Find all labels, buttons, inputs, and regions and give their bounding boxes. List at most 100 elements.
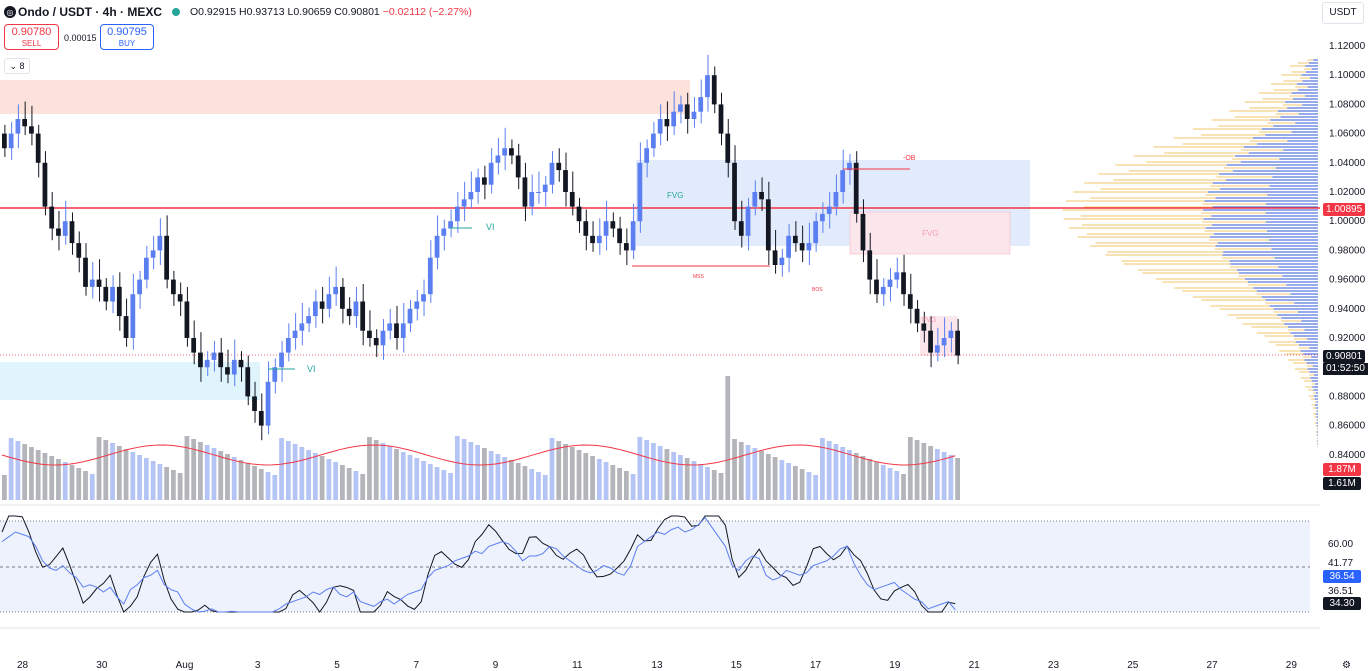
candle-body xyxy=(326,294,332,309)
candle-body xyxy=(285,338,291,353)
candle-body xyxy=(184,301,190,338)
candle-body xyxy=(596,235,602,244)
candle-body xyxy=(623,243,629,251)
volume-bar xyxy=(569,447,575,500)
candle-body xyxy=(265,381,271,426)
candle-body xyxy=(928,330,933,353)
candle-body xyxy=(820,213,825,222)
candle-body xyxy=(738,221,744,236)
volume-bar xyxy=(623,471,629,500)
ob-label: -OB xyxy=(903,155,916,162)
volume-bar xyxy=(880,465,886,500)
currency-selector[interactable]: USDT xyxy=(1322,2,1364,24)
candle-body xyxy=(312,301,318,317)
ondo-logo-icon: ◎ xyxy=(4,6,16,18)
volume-bar xyxy=(509,460,514,500)
volume-bar xyxy=(941,452,947,500)
last-price-tag: 0.90801 xyxy=(1323,350,1366,363)
ohlc-high: H0.93713 xyxy=(239,6,285,18)
candle-body xyxy=(292,330,298,338)
volume-bar xyxy=(204,445,210,500)
candle-body xyxy=(306,316,311,324)
volume-bar xyxy=(434,467,440,500)
candle-body xyxy=(569,192,575,207)
volume-bar xyxy=(407,455,413,500)
sell-button[interactable]: 0.90780 SELL xyxy=(4,24,59,50)
candle-body xyxy=(448,221,453,229)
candle-body xyxy=(563,170,568,192)
candle-body xyxy=(907,294,913,309)
candle-body xyxy=(400,323,406,338)
time-axis-label: 30 xyxy=(96,660,108,671)
volume-bar xyxy=(651,443,656,500)
candle-body xyxy=(651,133,656,149)
ohlc-change: −0.02112 (−2.27%) xyxy=(382,6,472,18)
time-axis-label: 23 xyxy=(1048,660,1060,671)
volume-bar xyxy=(955,458,960,500)
candle-body xyxy=(637,162,643,222)
time-axis-label: 11 xyxy=(572,660,583,671)
volume-bar xyxy=(583,453,589,500)
volume-bar xyxy=(907,437,913,500)
candle-body xyxy=(49,206,55,229)
volume-bar xyxy=(319,456,325,500)
candle-body xyxy=(840,170,846,192)
volume-bar xyxy=(495,454,501,500)
candle-body xyxy=(874,279,879,295)
candle-body xyxy=(373,338,379,346)
volume-ma-line xyxy=(1,444,956,466)
candle-body xyxy=(89,279,95,287)
volume-bar xyxy=(22,444,28,500)
volume-bar xyxy=(482,448,487,500)
demand-zone xyxy=(0,362,260,400)
candle-body xyxy=(245,367,251,397)
candle-body xyxy=(617,228,622,244)
volume-bar xyxy=(759,451,764,500)
volume-bar xyxy=(211,448,217,500)
time-axis-label: 7 xyxy=(414,660,420,671)
candle-body xyxy=(705,75,710,98)
volume-bar xyxy=(563,444,568,500)
volume-bar xyxy=(218,451,224,500)
volume-bar xyxy=(69,465,75,500)
indicators-collapse-button[interactable]: ⌄ 8 xyxy=(4,58,30,74)
candle-body xyxy=(772,250,778,265)
volume-bar xyxy=(698,464,704,500)
candle-body xyxy=(69,221,75,244)
candle-body xyxy=(225,367,230,375)
volume-bar xyxy=(549,438,555,500)
candle-body xyxy=(515,155,521,178)
candle-body xyxy=(340,286,345,309)
volume-bar xyxy=(556,441,562,500)
volume-bar xyxy=(42,453,48,500)
volume-bar xyxy=(948,455,954,500)
volume-bar xyxy=(745,445,751,500)
candle-body xyxy=(394,323,399,338)
symbol-title[interactable]: Ondo / USDT · 4h · MEXC xyxy=(18,5,162,19)
volume-bar xyxy=(353,471,359,500)
price-axis-label: 0.94000 xyxy=(1329,304,1366,315)
volume-bar xyxy=(292,444,298,500)
volume-bar xyxy=(502,457,508,500)
candle-body xyxy=(475,177,480,192)
spread-value: 0.00015 xyxy=(64,33,97,43)
volume-bar xyxy=(475,445,480,500)
volume-bar xyxy=(630,474,636,500)
candle-body xyxy=(441,228,447,236)
candle-body xyxy=(96,279,102,287)
time-axis-label: 28 xyxy=(17,660,29,671)
time-axis-label: 13 xyxy=(651,660,663,671)
candle-body xyxy=(15,119,21,134)
volume-bar xyxy=(373,440,379,500)
mss-label: MSS xyxy=(693,274,705,280)
volume-bar xyxy=(245,463,251,500)
candle-body xyxy=(691,111,697,119)
candle-body xyxy=(157,235,163,251)
candle-body xyxy=(76,243,82,258)
candle-body xyxy=(657,119,663,134)
volume-bar xyxy=(49,456,55,500)
volume-bar xyxy=(792,466,798,500)
candle-body xyxy=(509,148,514,156)
buy-button[interactable]: 0.90795 BUY xyxy=(100,24,154,50)
